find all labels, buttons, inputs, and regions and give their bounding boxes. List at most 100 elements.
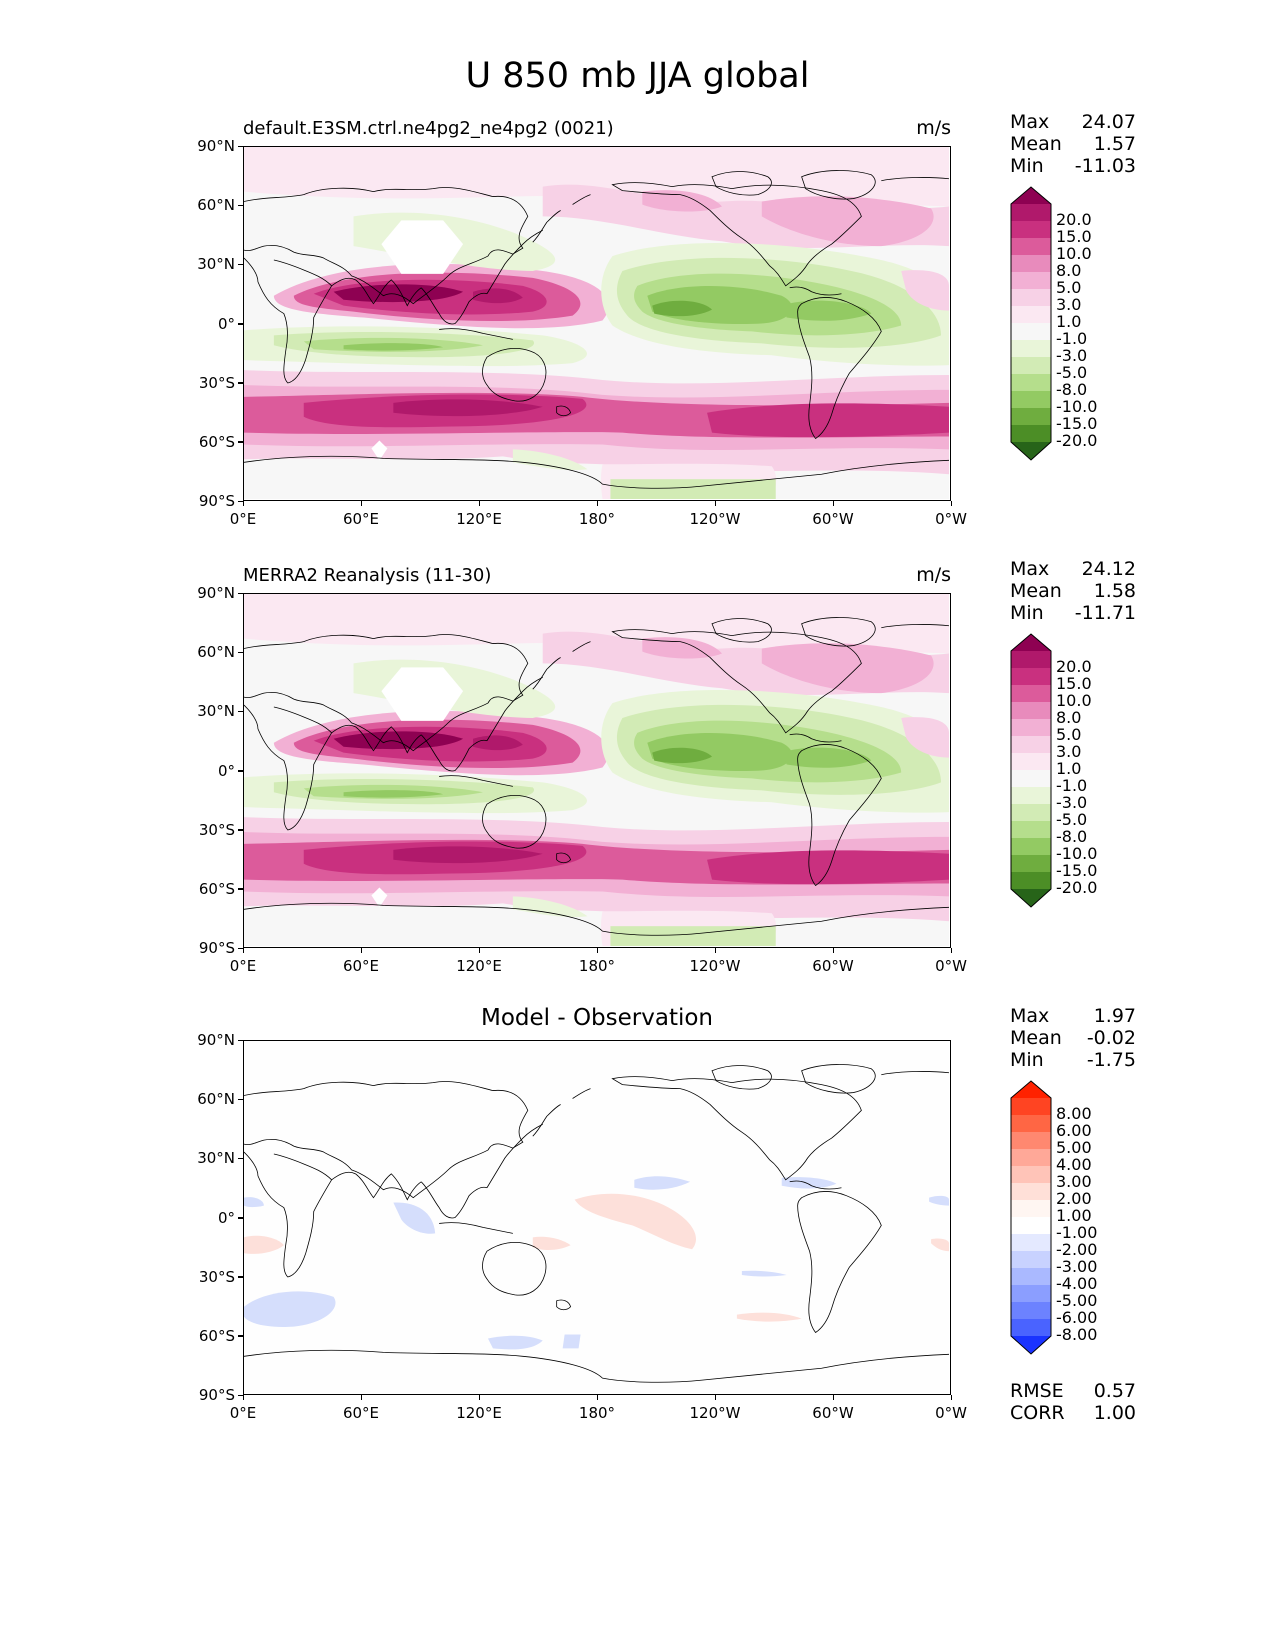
colorbar-label: -3.00 [1056, 1257, 1098, 1276]
colorbar-label: 6.00 [1056, 1121, 1092, 1140]
colorbar-segment [1011, 770, 1051, 788]
figure-title: U 850 mb JJA global [465, 56, 810, 96]
contour-fill [393, 1202, 436, 1234]
colorbar-label: 5.0 [1056, 725, 1082, 744]
lat-label: 60°N [197, 1090, 235, 1109]
colorbar-segment [1011, 804, 1051, 822]
contour-fill [610, 926, 776, 946]
lon-label: 60°E [342, 510, 380, 528]
lat-tick [238, 1276, 243, 1278]
colorbar-label: -15.0 [1056, 861, 1098, 880]
colorbar-segment [1011, 1200, 1051, 1218]
coastline-path [711, 171, 772, 196]
contour-fill [707, 850, 949, 885]
lat-tick [238, 323, 243, 325]
lon-tick [242, 948, 244, 953]
lat-tick [238, 1335, 243, 1337]
colorbar-label: -10.0 [1056, 844, 1098, 863]
colorbar-label: -1.00 [1056, 1223, 1098, 1242]
stat-row: Mean -0.02 [1010, 1027, 1136, 1049]
coastline-path [420, 287, 488, 325]
stat-value: -11.71 [1074, 602, 1136, 624]
coastline-path [797, 744, 882, 887]
coastline-path [331, 1171, 422, 1201]
contour-fill [901, 717, 949, 758]
coastline-path [789, 286, 842, 296]
coastline-path [711, 618, 772, 643]
colorbar-segment [1011, 1251, 1051, 1269]
coastline-path [420, 1181, 488, 1219]
contour-fill [781, 1177, 837, 1189]
lon-tick [950, 948, 952, 953]
colorbar-label: 5.0 [1056, 278, 1082, 297]
lon-label: 60°E [342, 1404, 380, 1422]
colorbar-segment [1011, 238, 1051, 256]
coastline-path [486, 676, 543, 741]
colorbar-segment [1011, 651, 1051, 669]
lon-label: 120°W [689, 957, 741, 975]
contour-fill [562, 1334, 581, 1349]
lon-tick [478, 948, 480, 953]
colorbar-label: 1.0 [1056, 759, 1082, 778]
stat-label: Mean [1010, 1027, 1062, 1049]
colorbar-extend-bottom [1011, 1336, 1051, 1354]
lon-label: 0°E [229, 510, 257, 528]
coastline-path [244, 257, 333, 384]
contour-fill [371, 887, 388, 908]
contour-fill [736, 1312, 802, 1322]
contour-fill [244, 1197, 264, 1208]
colorbar-label: -5.00 [1056, 1291, 1098, 1310]
lat-tick [238, 947, 243, 949]
colorbar-wrap [1010, 186, 1052, 466]
contour-fill [244, 456, 583, 499]
colorbar-label: -6.00 [1056, 1308, 1098, 1327]
colorbar-label: -3.0 [1056, 793, 1088, 812]
coastline-path [439, 1222, 513, 1234]
colorbar-segment [1011, 838, 1051, 856]
contour-fill [642, 190, 722, 212]
coastline-path [532, 210, 561, 243]
lon-label: 120°E [456, 510, 502, 528]
contour-fill [393, 846, 543, 864]
stat-label: Max [1010, 1005, 1050, 1027]
colorbar-outline [1010, 186, 1052, 461]
stats-block: Max 24.12 Mean 1.58 Min -11.71 [1010, 558, 1136, 624]
lat-label: 30°S [198, 373, 235, 392]
contour-fill [381, 667, 464, 721]
lat-tick [238, 1157, 243, 1160]
contour-fill [610, 479, 776, 499]
colorbar-label: -5.0 [1056, 363, 1088, 382]
lon-tick [360, 501, 362, 506]
coastline-path [711, 1065, 772, 1090]
colorbar-label: 8.00 [1056, 1104, 1092, 1123]
coastline-path [331, 724, 422, 754]
coastline-path [881, 177, 949, 182]
lon-label: 60°E [342, 957, 380, 975]
colorbar-segment [1011, 787, 1051, 805]
lat-tick [238, 145, 243, 147]
colorbar-segment [1011, 272, 1051, 290]
colorbar-segment [1011, 1166, 1051, 1184]
lon-label: 60°W [812, 510, 854, 528]
metric-label: RMSE [1010, 1380, 1064, 1402]
colorbar-label: 5.00 [1056, 1138, 1092, 1157]
lat-label: 30°S [198, 820, 235, 839]
coastline-path [556, 1299, 572, 1311]
stat-value: -1.75 [1086, 1049, 1136, 1071]
colorbar-label: 3.0 [1056, 295, 1082, 314]
stat-row: Max 24.12 [1010, 558, 1136, 580]
colorbar-label: 4.00 [1056, 1155, 1092, 1174]
coastline-path [881, 1071, 949, 1076]
stat-row: Max 24.07 [1010, 111, 1136, 133]
colorbar-segment [1011, 1217, 1051, 1235]
lat-label: 60°S [198, 1326, 235, 1345]
colorbar-label: -8.00 [1056, 1325, 1098, 1344]
colorbar-segment [1011, 1285, 1051, 1303]
coastline-path [244, 187, 529, 305]
stat-value: 24.12 [1081, 558, 1136, 580]
lon-label: 120°W [689, 1404, 741, 1422]
lat-label: 30°N [197, 1149, 235, 1168]
colorbar-label: -10.0 [1056, 397, 1098, 416]
colorbar-label: -15.0 [1056, 414, 1098, 433]
lat-label: 60°S [198, 879, 235, 898]
